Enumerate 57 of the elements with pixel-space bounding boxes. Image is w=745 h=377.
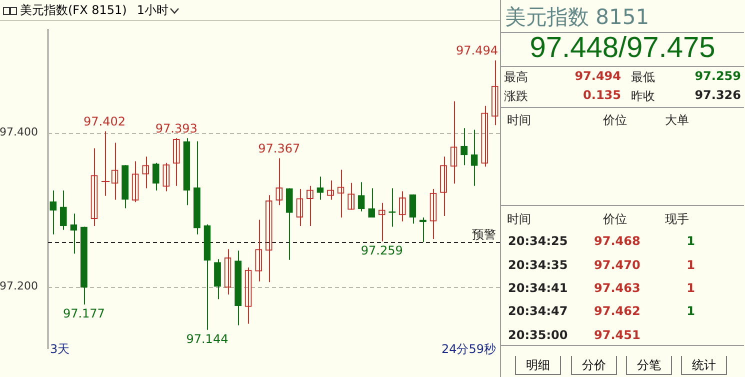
annotation: 97.367 <box>258 141 300 156</box>
candlestick <box>409 194 416 224</box>
text: 1 <box>686 304 695 318</box>
ref-line-label: 预警 <box>472 228 496 242</box>
y-tick-label: 97.400 <box>0 126 38 139</box>
text: 97.462 <box>594 304 640 318</box>
text: 现手 <box>665 211 689 228</box>
chart-subtitle: 1小时 <box>136 2 168 19</box>
text: 价位 <box>603 112 627 129</box>
y-tick-label: 97.200 <box>0 280 38 293</box>
text: 1 <box>686 281 695 295</box>
text: 20:34:47 <box>508 304 568 318</box>
candlestick <box>101 130 110 196</box>
text: 美元指数 8151 <box>505 4 650 31</box>
text: 分笔 <box>626 356 672 375</box>
text: 20:34:25 <box>508 234 568 248</box>
text: 20:34:41 <box>508 281 568 295</box>
text: 时间 <box>507 211 531 228</box>
candlestick <box>50 190 57 235</box>
annotation: 97.177 <box>62 306 105 321</box>
text: 统计 <box>681 356 727 375</box>
annotation: 97.259 <box>360 243 403 258</box>
text: 价位 <box>603 211 627 228</box>
text: 昨收 <box>631 88 655 105</box>
text: 明细 <box>515 356 561 375</box>
text: 时间 <box>507 112 531 129</box>
text: 20:34:35 <box>508 258 568 272</box>
text: 分价 <box>571 356 617 375</box>
text: 1 <box>686 234 695 248</box>
text: 大单 <box>665 112 689 129</box>
candlestick <box>368 188 376 218</box>
text: 0.135 <box>583 88 621 102</box>
text: 1 <box>686 258 695 272</box>
candlestick <box>70 213 78 254</box>
annotation: 97.402 <box>84 114 126 128</box>
text: 97.451 <box>594 328 640 342</box>
candlestick <box>152 162 160 192</box>
annotation: 3天 <box>50 341 70 358</box>
candlestick <box>460 128 468 166</box>
candlestick <box>358 182 365 212</box>
text: 最高 <box>504 69 528 86</box>
text: 97.468 <box>594 234 640 248</box>
chart-title: 美元指数(FX 8151) <box>20 2 127 19</box>
annotation: 97.393 <box>155 121 198 136</box>
text: 97.326 <box>694 88 741 102</box>
text: 97.494 <box>574 69 621 83</box>
text: 20:35:00 <box>508 328 568 342</box>
annotation: 97.494 <box>456 44 498 58</box>
text: 97.470 <box>594 258 640 272</box>
text: 97.463 <box>594 281 640 295</box>
text: 涨跌 <box>504 88 528 105</box>
annotation: 24分59秒 <box>441 341 496 358</box>
candlestick <box>60 190 67 230</box>
text: 97.448/97.475 <box>528 32 716 65</box>
text: 最低 <box>631 69 655 86</box>
text: 97.259 <box>694 69 741 83</box>
annotation: 97.144 <box>186 332 228 346</box>
